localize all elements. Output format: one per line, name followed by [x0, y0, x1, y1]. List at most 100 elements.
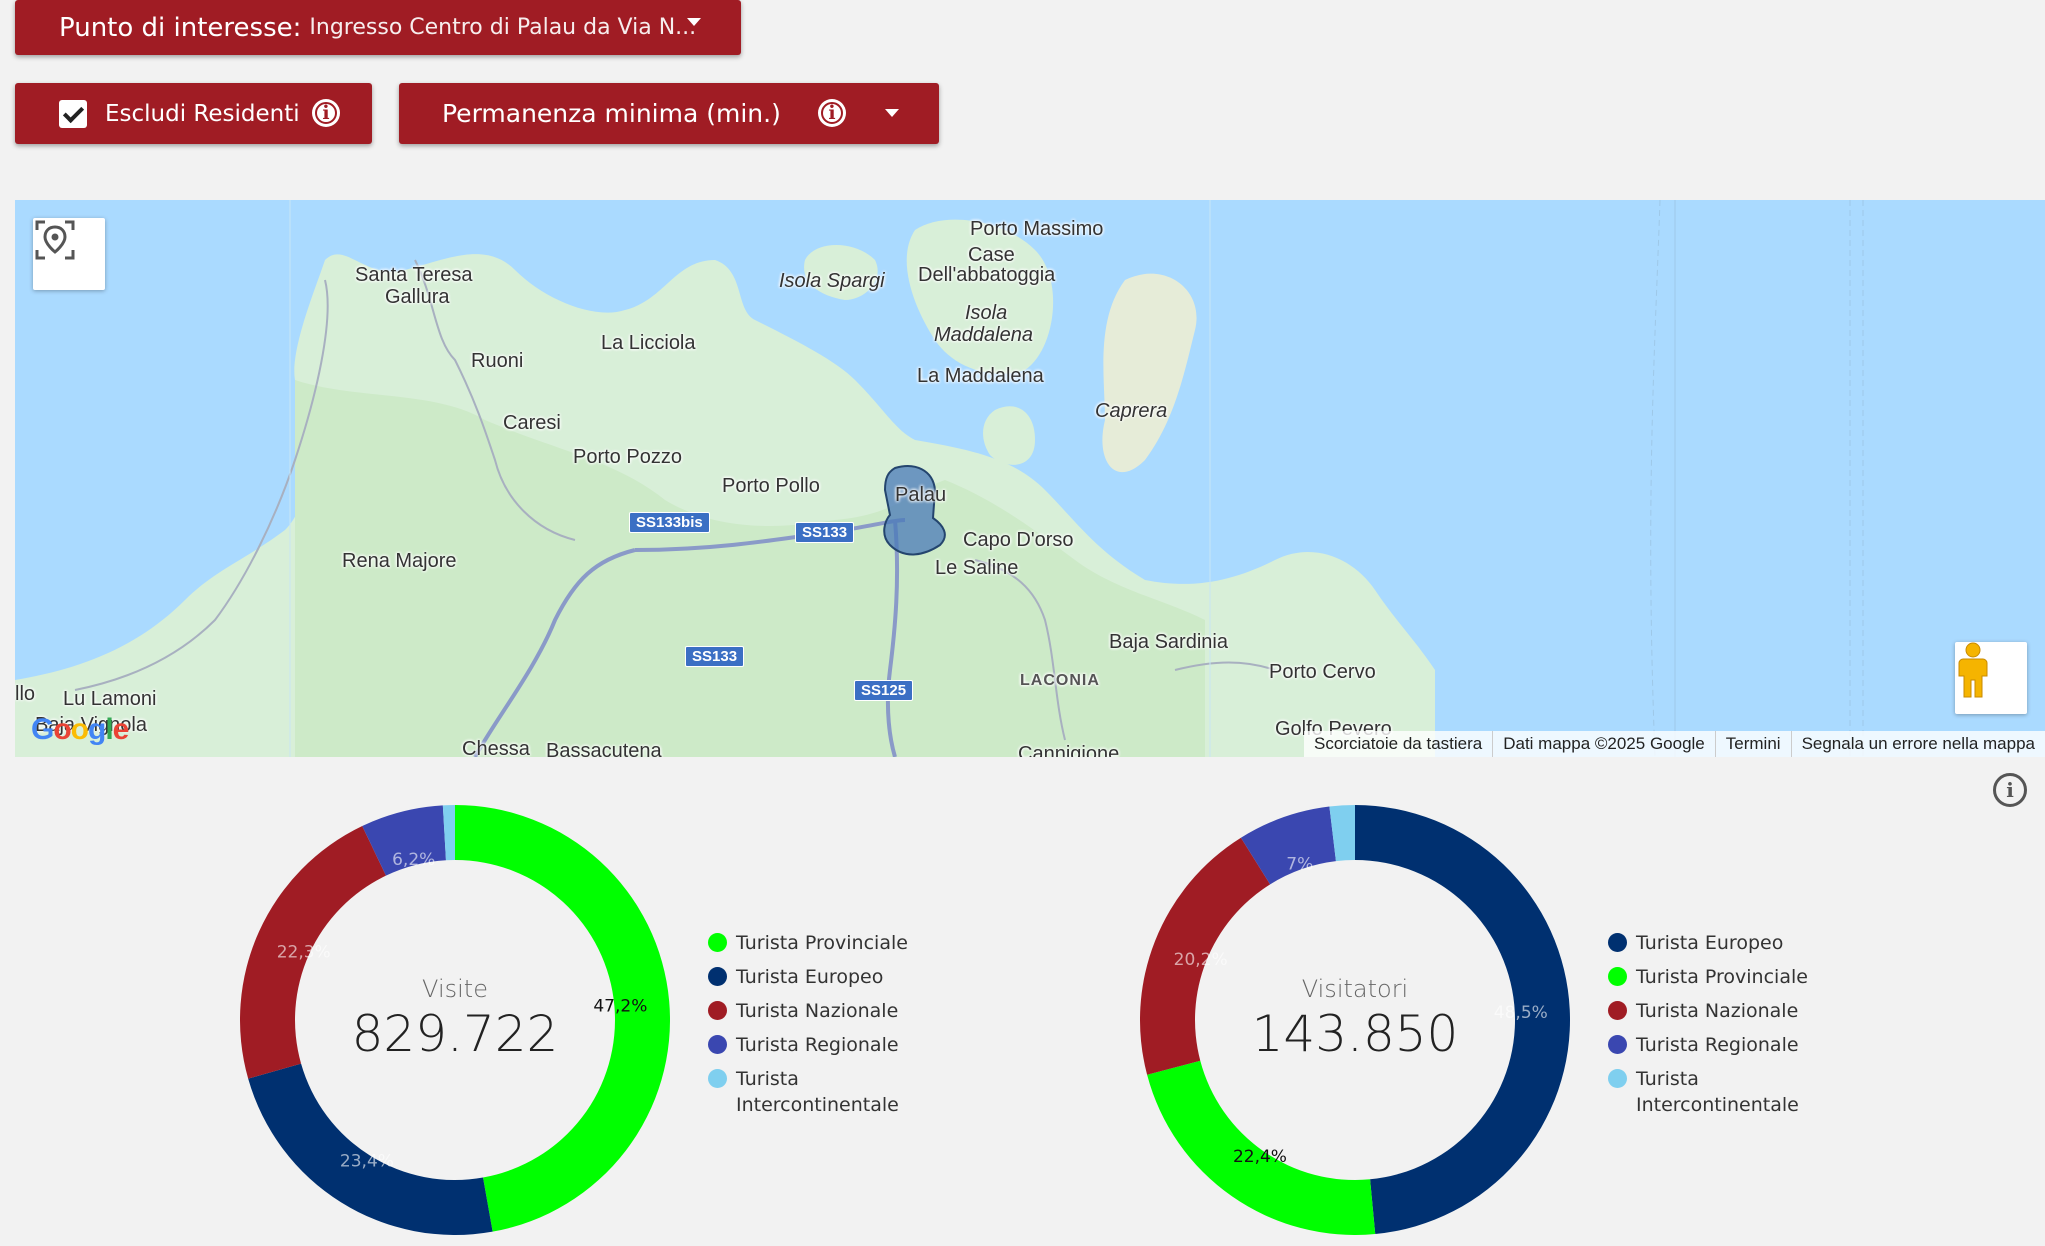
legend-item[interactable]: Turista Nazionale	[708, 998, 926, 1024]
slice-label: 7%	[1286, 854, 1313, 874]
legend-dot	[1608, 967, 1627, 986]
donut-slice[interactable]	[240, 826, 386, 1079]
road-shield: SS133bis	[629, 512, 710, 533]
map-attribution: Scorciatoie da tastiera Dati mappa ©2025…	[1304, 731, 2045, 757]
legend-item[interactable]: Turista Europeo	[1608, 930, 1826, 956]
street-view-button[interactable]	[1955, 642, 2027, 714]
exclude-residents-checkbox[interactable]	[59, 99, 87, 128]
min-stay-dropdown[interactable]: Permanenza minima (min.) i	[399, 83, 939, 144]
donut-slice[interactable]	[1240, 806, 1336, 885]
donut-slice[interactable]	[455, 805, 670, 1232]
road-shield: SS125	[854, 680, 914, 701]
slice-label: 23,4%	[340, 1152, 394, 1172]
visitors-center: Visitatori 143.850	[1205, 975, 1505, 1063]
map-label: Porto Pozzo	[573, 446, 682, 468]
palau-area	[883, 465, 946, 556]
legend-dot	[708, 933, 727, 952]
map-label: Lu Lamoni	[63, 688, 157, 710]
donut-slice[interactable]	[1140, 837, 1271, 1075]
visits-legend: Turista Provinciale Turista Europeo Turist…	[708, 930, 926, 1126]
map-label: Caprera	[1095, 400, 1168, 422]
donut-slice[interactable]	[442, 805, 455, 861]
map-label: Case	[968, 244, 1015, 266]
legend-item[interactable]: Turista Provinciale	[708, 930, 926, 956]
road-shield: SS133	[795, 522, 855, 543]
legend-label: Turista Europeo	[1636, 932, 1784, 954]
map-label: Santa Teresa	[355, 264, 473, 286]
legend-label: Turista Nazionale	[1636, 1000, 1799, 1022]
info-icon[interactable]: i	[312, 99, 340, 127]
map-label: La Maddalena	[917, 365, 1044, 387]
legend-item[interactable]: Turista Regionale	[708, 1032, 926, 1058]
slice-label: 22,3%	[277, 943, 331, 963]
map-canvas	[15, 200, 2045, 757]
donut-slice[interactable]	[248, 1063, 493, 1235]
legend-dot	[708, 1035, 727, 1054]
donut-slice[interactable]	[1147, 1060, 1376, 1235]
legend-item[interactable]: Turista Nazionale	[1608, 998, 1826, 1024]
donut-slice[interactable]	[1355, 805, 1570, 1235]
info-icon[interactable]: i	[818, 99, 846, 127]
legend-label: Turista Provinciale	[1636, 966, 1808, 988]
keyboard-shortcuts-link[interactable]: Scorciatoie da tastiera	[1314, 734, 1483, 753]
map-label: Porto Pollo	[722, 475, 820, 497]
map-label: LACONIA	[1020, 672, 1100, 689]
legend-dot	[1608, 1035, 1627, 1054]
map-label: Porto Cervo	[1269, 661, 1376, 683]
location-pin-icon	[35, 220, 75, 260]
map-data-label: Dati mappa ©2025 Google	[1492, 731, 1715, 757]
map-label: Cannigione	[1018, 743, 1120, 757]
map-label: Isola	[965, 302, 1008, 324]
legend-label: Turista Intercontinentale	[1636, 1068, 1799, 1116]
legend-dot	[1608, 1069, 1627, 1088]
slice-label: 47,2%	[593, 996, 647, 1016]
legend-label: Turista Provinciale	[736, 932, 908, 954]
map-label: Ruoni	[471, 350, 524, 372]
road-shield: SS133	[685, 646, 745, 667]
map-label: La Licciola	[601, 332, 696, 354]
visitors-total: 143.850	[1251, 1005, 1459, 1063]
legend-item[interactable]: Turista Provinciale	[1608, 964, 1826, 990]
poi-dropdown[interactable]: Punto di interesse: Ingresso Centro di P…	[15, 0, 741, 55]
legend-item[interactable]: Turista Intercontinentale	[708, 1066, 926, 1118]
report-error-link[interactable]: Segnala un errore nella mappa	[1790, 731, 2045, 757]
info-icon[interactable]: i	[1993, 773, 2027, 807]
legend-item[interactable]: Turista Intercontinentale	[1608, 1066, 1826, 1118]
slice-label: 6,2%	[392, 850, 435, 870]
legend-label: Turista Europeo	[736, 966, 884, 988]
legend-dot	[708, 1001, 727, 1020]
legend-label: Turista Intercontinentale	[736, 1068, 899, 1116]
map-label: Palau	[895, 484, 947, 506]
legend-item[interactable]: Turista Regionale	[1608, 1032, 1826, 1058]
poi-label: Punto di interesse:	[59, 12, 302, 43]
locate-button[interactable]	[33, 218, 105, 290]
legend-label: Turista Nazionale	[736, 1000, 899, 1022]
legend-dot	[1608, 1001, 1627, 1020]
slice-label: 20,2%	[1174, 950, 1228, 970]
slice-label: 48,5%	[1494, 1003, 1548, 1023]
map-label: Dell'abbatoggia	[918, 264, 1056, 286]
terms-link[interactable]: Termini	[1714, 731, 1791, 757]
map-label: Le Saline	[935, 557, 1019, 579]
chevron-down-icon	[885, 109, 899, 117]
legend-label: Turista Regionale	[1636, 1034, 1799, 1056]
map-label: Isola Spargi	[779, 270, 885, 292]
slice-label: 22,4%	[1233, 1147, 1287, 1167]
google-logo[interactable]: Google	[31, 713, 129, 746]
legend-dot	[708, 967, 727, 986]
donut-slice[interactable]	[1329, 805, 1355, 862]
exclude-residents-toggle[interactable]: Escludi Residenti i	[15, 83, 372, 144]
donut-slice[interactable]	[362, 805, 446, 876]
map-label: Maddalena	[934, 324, 1033, 346]
map-label: Baja Vignola	[35, 714, 147, 736]
exclude-residents-label: Escludi Residenti	[105, 100, 300, 127]
map-label: Rena Majore	[342, 550, 457, 572]
legend-item[interactable]: Turista Europeo	[708, 964, 926, 990]
poi-value: Ingresso Centro di Palau da Via N...	[309, 15, 697, 40]
map-label: Capo D'orso	[963, 529, 1074, 551]
map-label: Caresi	[503, 412, 561, 434]
legend-label: Turista Regionale	[736, 1034, 899, 1056]
map[interactable]: Porto Massimo Case Dell'abbatoggia Santa…	[15, 200, 2045, 757]
legend-dot	[708, 1069, 727, 1088]
map-label: Porto Massimo	[970, 218, 1104, 240]
